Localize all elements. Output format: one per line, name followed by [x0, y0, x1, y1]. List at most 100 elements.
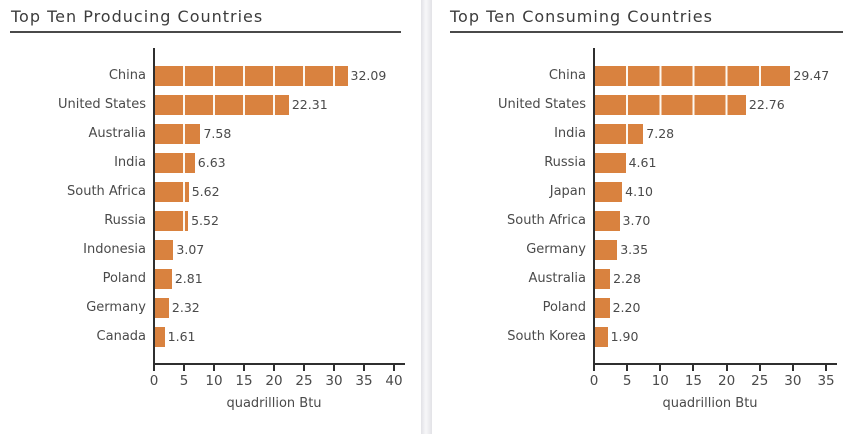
- bar-row: 7.28: [595, 119, 837, 148]
- tick-mark: [333, 365, 335, 371]
- value-label: 2.32: [171, 300, 200, 315]
- chart-body: China United States India Russia Japan South …: [432, 48, 843, 411]
- tick-label: 10: [651, 373, 669, 389]
- bar: [595, 268, 611, 289]
- category-label: China: [548, 68, 586, 83]
- tick-mark: [626, 365, 629, 371]
- tick-mark: [692, 365, 695, 371]
- tick-label: 25: [295, 373, 313, 389]
- category-label: Australia: [528, 271, 586, 286]
- x-axis-ticks: [593, 365, 836, 372]
- bar: [595, 94, 746, 115]
- tick-label: 20: [718, 373, 736, 389]
- tick-mark: [593, 365, 595, 371]
- tick-mark: [393, 365, 395, 371]
- category-labels-column: China United States India Russia Japan South …: [432, 48, 593, 411]
- tick-label: 30: [325, 373, 343, 389]
- bar: [155, 268, 172, 289]
- plot-area: 29.47 22.76 7.28 4.61 4.10 3.70 3.35 2.28 2.20 1.…: [590, 48, 838, 411]
- value-label: 2.81: [174, 271, 203, 286]
- chart-panel-producing: Top Ten Producing Countries China United …: [0, 0, 421, 434]
- category-label: Poland: [102, 271, 146, 286]
- category-labels-column: China United States Australia India South Af…: [0, 48, 153, 411]
- value-label: 22.31: [291, 97, 328, 112]
- tick-mark: [183, 365, 185, 371]
- value-label: 1.90: [610, 329, 639, 344]
- title-underline: [450, 31, 843, 33]
- value-label: 3.35: [620, 242, 649, 257]
- value-label: 2.20: [612, 300, 641, 315]
- bar-row: 2.32: [155, 293, 405, 322]
- value-label: 4.61: [628, 155, 657, 170]
- category-label: South Korea: [507, 329, 586, 344]
- bar: [155, 152, 195, 173]
- chart-title: Top Ten Consuming Countries: [450, 7, 713, 26]
- category-label: Russia: [544, 155, 586, 170]
- category-label: Germany: [86, 300, 146, 315]
- bar-row: 7.58: [155, 119, 405, 148]
- tick-label: 5: [179, 373, 189, 389]
- value-label: 2.28: [613, 271, 641, 286]
- bar-row: 22.31: [155, 90, 405, 119]
- bar-row: 2.81: [155, 264, 405, 293]
- value-label: 32.09: [350, 68, 387, 83]
- bars-area: 32.09 22.31 7.58 6.63 5.62 5.52 3.07 2.81 2.32 1.…: [153, 48, 405, 365]
- category-label: China: [108, 68, 146, 83]
- bar-row: 2.20: [595, 293, 837, 322]
- chart-title: Top Ten Producing Countries: [11, 7, 264, 26]
- value-label: 29.47: [793, 68, 830, 83]
- category-label: Australia: [88, 126, 146, 141]
- bar-row: 4.61: [595, 148, 837, 177]
- tick-mark: [758, 365, 761, 371]
- category-label: United States: [497, 97, 586, 112]
- x-axis-ticks: [153, 365, 404, 372]
- tick-mark: [825, 365, 828, 371]
- tick-label: 35: [355, 373, 373, 389]
- bar: [155, 94, 289, 115]
- tick-mark: [243, 365, 245, 371]
- tick-label: 20: [265, 373, 283, 389]
- bar: [595, 239, 618, 260]
- x-axis-tick-labels: 0 5 10 15 20 25 30 35 40: [150, 373, 404, 390]
- category-label: South Africa: [67, 184, 146, 199]
- bar-row: 5.62: [155, 177, 405, 206]
- bar: [595, 297, 610, 318]
- tick-label: 5: [622, 373, 632, 389]
- tick-label: 25: [751, 373, 769, 389]
- bar-row: 3.70: [595, 206, 837, 235]
- tick-label: 0: [589, 373, 599, 389]
- bar-row: 29.47: [595, 61, 837, 90]
- bars-area: 29.47 22.76 7.28 4.61 4.10 3.70 3.35 2.28 2.20 1.…: [593, 48, 838, 365]
- bar: [155, 297, 169, 318]
- value-label: 5.62: [191, 184, 220, 199]
- bar-row: 4.10: [595, 177, 837, 206]
- bar: [155, 123, 201, 144]
- value-label: 4.10: [625, 184, 654, 199]
- tick-label: 10: [205, 373, 223, 389]
- title-underline: [10, 31, 401, 33]
- tick-mark: [363, 365, 365, 371]
- category-label: United States: [57, 97, 146, 112]
- tick-mark: [213, 365, 215, 371]
- bar: [595, 152, 626, 173]
- panel-divider: [421, 0, 432, 434]
- category-label: South Africa: [507, 213, 586, 228]
- bar: [595, 65, 791, 86]
- bar-row: 1.90: [595, 322, 837, 351]
- bar: [155, 239, 174, 260]
- tick-mark: [659, 365, 662, 371]
- x-axis-tick-labels: 0 5 10 15 20 25 30 35: [590, 373, 836, 390]
- bar-row: 22.76: [595, 90, 837, 119]
- plot-area: 32.09 22.31 7.58 6.63 5.62 5.52 3.07 2.81 2.32 1.…: [150, 48, 405, 411]
- value-label: 6.63: [197, 155, 226, 170]
- bar: [155, 181, 189, 202]
- tick-label: 15: [684, 373, 703, 389]
- tick-label: 30: [784, 373, 802, 389]
- category-label: Indonesia: [83, 242, 146, 257]
- tick-mark: [725, 365, 728, 371]
- category-label: India: [114, 155, 146, 170]
- x-axis-title: quadrillion Btu: [662, 396, 758, 411]
- tick-label: 15: [235, 373, 253, 389]
- tick-label: 35: [817, 373, 835, 389]
